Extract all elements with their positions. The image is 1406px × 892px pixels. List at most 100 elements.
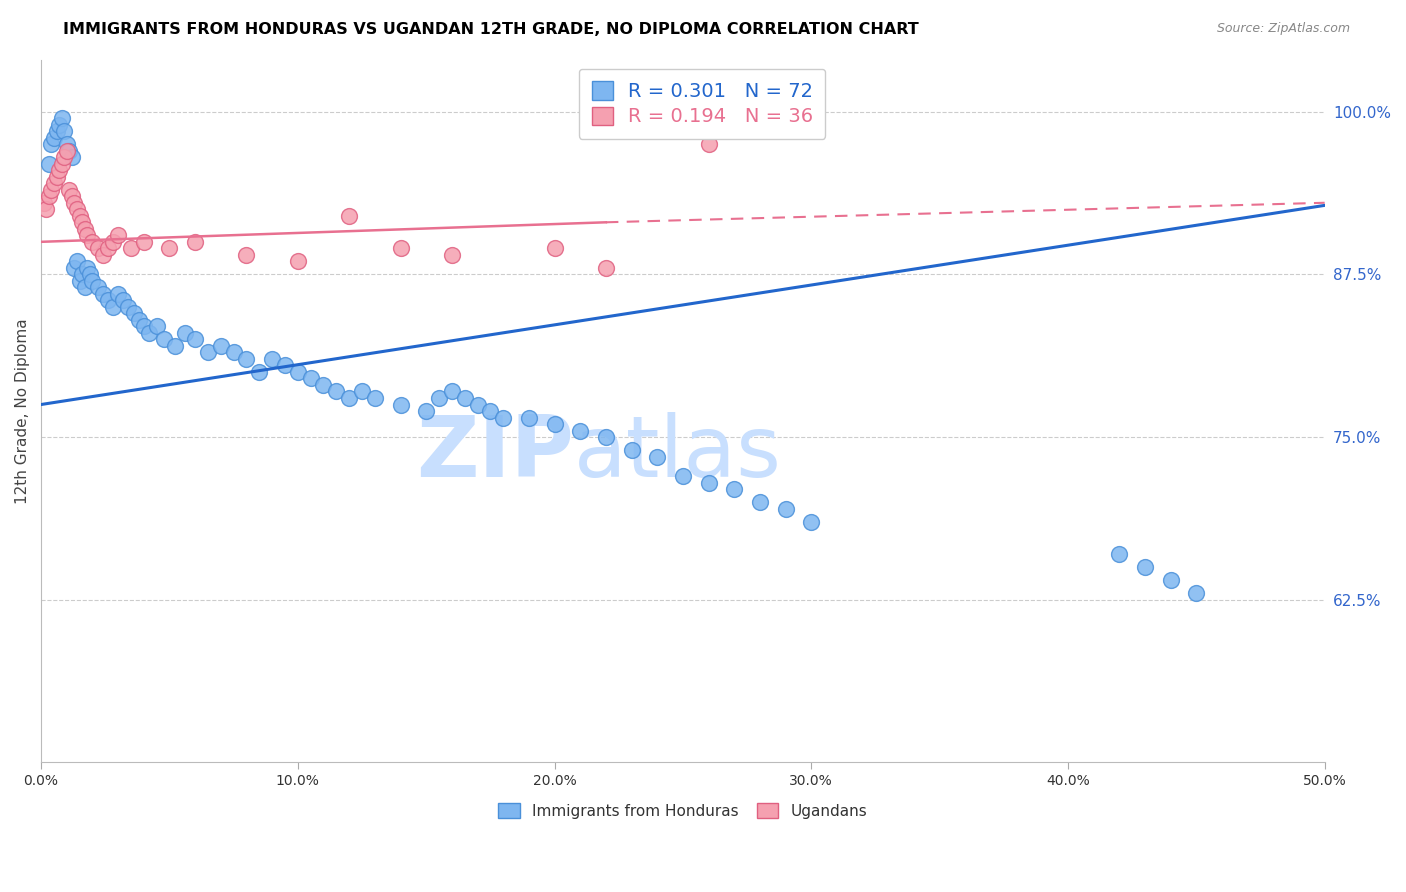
Point bbox=[697, 475, 720, 490]
Point bbox=[107, 286, 129, 301]
Point bbox=[337, 209, 360, 223]
Point bbox=[350, 384, 373, 399]
Point bbox=[69, 209, 91, 223]
Point bbox=[63, 260, 86, 275]
Point bbox=[132, 235, 155, 249]
Point bbox=[58, 183, 80, 197]
Point bbox=[55, 144, 77, 158]
Point bbox=[51, 111, 73, 125]
Point bbox=[287, 365, 309, 379]
Point bbox=[66, 202, 89, 217]
Point bbox=[73, 280, 96, 294]
Point bbox=[55, 137, 77, 152]
Point bbox=[48, 163, 70, 178]
Point bbox=[101, 300, 124, 314]
Text: Source: ZipAtlas.com: Source: ZipAtlas.com bbox=[1216, 22, 1350, 36]
Point bbox=[337, 391, 360, 405]
Point bbox=[79, 268, 101, 282]
Point bbox=[325, 384, 347, 399]
Point bbox=[38, 189, 60, 203]
Point bbox=[672, 469, 695, 483]
Point bbox=[1133, 560, 1156, 574]
Point bbox=[440, 248, 463, 262]
Point bbox=[389, 241, 412, 255]
Point bbox=[120, 241, 142, 255]
Text: IMMIGRANTS FROM HONDURAS VS UGANDAN 12TH GRADE, NO DIPLOMA CORRELATION CHART: IMMIGRANTS FROM HONDURAS VS UGANDAN 12TH… bbox=[63, 22, 920, 37]
Point bbox=[32, 195, 55, 210]
Point bbox=[247, 365, 270, 379]
Point bbox=[800, 515, 823, 529]
Point bbox=[86, 241, 108, 255]
Point bbox=[543, 241, 565, 255]
Point bbox=[364, 391, 387, 405]
Text: atlas: atlas bbox=[574, 412, 782, 495]
Point bbox=[287, 254, 309, 268]
Legend: Immigrants from Honduras, Ugandans: Immigrants from Honduras, Ugandans bbox=[492, 797, 873, 825]
Point bbox=[70, 215, 93, 229]
Point bbox=[479, 404, 502, 418]
Point bbox=[76, 260, 98, 275]
Point bbox=[66, 254, 89, 268]
Point bbox=[569, 424, 592, 438]
Point bbox=[184, 235, 207, 249]
Point bbox=[389, 397, 412, 411]
Point bbox=[454, 391, 477, 405]
Point bbox=[312, 378, 335, 392]
Point bbox=[82, 274, 104, 288]
Point bbox=[153, 333, 176, 347]
Point bbox=[53, 150, 76, 164]
Point bbox=[197, 345, 219, 359]
Point bbox=[42, 176, 65, 190]
Point bbox=[1108, 547, 1130, 561]
Point bbox=[117, 300, 139, 314]
Point bbox=[82, 235, 104, 249]
Y-axis label: 12th Grade, No Diploma: 12th Grade, No Diploma bbox=[15, 318, 30, 504]
Point bbox=[97, 241, 120, 255]
Point bbox=[91, 248, 114, 262]
Point bbox=[122, 306, 145, 320]
Point bbox=[41, 183, 63, 197]
Point bbox=[299, 371, 322, 385]
Point bbox=[45, 124, 67, 138]
Point bbox=[101, 235, 124, 249]
Point bbox=[517, 410, 540, 425]
Point bbox=[138, 326, 160, 340]
Point bbox=[70, 268, 93, 282]
Point bbox=[128, 313, 150, 327]
Point bbox=[159, 241, 181, 255]
Point bbox=[440, 384, 463, 399]
Point bbox=[76, 228, 98, 243]
Point bbox=[173, 326, 195, 340]
Point bbox=[235, 351, 257, 366]
Point bbox=[38, 157, 60, 171]
Point bbox=[1160, 573, 1182, 587]
Point bbox=[97, 293, 120, 308]
Point bbox=[427, 391, 450, 405]
Point bbox=[262, 351, 284, 366]
Point bbox=[41, 137, 63, 152]
Point bbox=[492, 410, 515, 425]
Point bbox=[467, 397, 489, 411]
Point bbox=[1185, 586, 1208, 600]
Point bbox=[91, 286, 114, 301]
Point bbox=[42, 130, 65, 145]
Point bbox=[163, 339, 186, 353]
Point bbox=[723, 482, 745, 496]
Point bbox=[145, 319, 167, 334]
Point bbox=[69, 274, 91, 288]
Point bbox=[697, 137, 720, 152]
Point bbox=[775, 501, 797, 516]
Point bbox=[209, 339, 232, 353]
Point bbox=[48, 118, 70, 132]
Point bbox=[35, 202, 58, 217]
Point bbox=[112, 293, 135, 308]
Text: ZIP: ZIP bbox=[416, 412, 574, 495]
Point bbox=[53, 124, 76, 138]
Point bbox=[235, 248, 257, 262]
Point bbox=[415, 404, 437, 418]
Point bbox=[620, 443, 643, 458]
Point bbox=[107, 228, 129, 243]
Point bbox=[45, 169, 67, 184]
Point bbox=[274, 359, 297, 373]
Point bbox=[645, 450, 668, 464]
